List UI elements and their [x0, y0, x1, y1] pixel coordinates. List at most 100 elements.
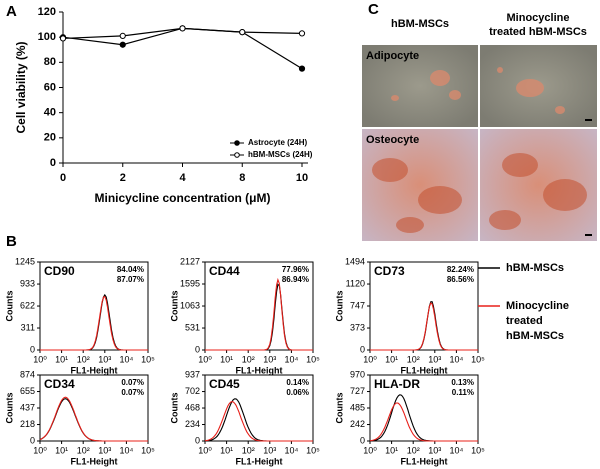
y-axis-title: Counts [169, 291, 179, 322]
series-line [62, 27, 303, 70]
x-tick-label: 10⁰ [363, 445, 377, 455]
legend-marker [234, 152, 240, 158]
x-tick-label: 10⁵ [306, 445, 320, 455]
row-label: Osteocyte [366, 134, 419, 146]
y-axis-title: Counts [169, 393, 179, 424]
x-tick-label: 10² [407, 354, 420, 364]
stain-spots [391, 67, 565, 114]
panel-letter: A [6, 3, 17, 20]
y-axis-title: Counts [4, 393, 14, 424]
column-label: Minocycline [507, 12, 570, 24]
histogram-curve [370, 302, 478, 351]
y-tick-label: 0 [360, 435, 365, 445]
y-tick-label: 0 [30, 344, 35, 354]
histogram-curve [39, 396, 148, 442]
y-tick-label: 702 [185, 386, 200, 396]
percent: 0.13% [451, 378, 474, 387]
x-axis-title: FL1-Height [71, 456, 118, 466]
x-tick-label: 10¹ [385, 354, 398, 364]
x-tick-label: 10⁰ [363, 354, 377, 364]
y-tick-label: 0 [195, 435, 200, 445]
x-axis-title: Minicycline concentration (μM) [94, 191, 270, 205]
y-axis-title: Counts [4, 291, 14, 322]
legend-marker [234, 140, 240, 146]
x-tick-label: 8 [239, 172, 245, 184]
y-tick-label: 0 [30, 435, 35, 445]
x-axis-title: FL1-Height [236, 365, 283, 375]
x-tick-label: 10³ [98, 445, 111, 455]
y-tick-label: 218 [20, 419, 35, 429]
x-tick-label: 10 [296, 172, 308, 184]
panel-letter: B [6, 233, 17, 250]
marker-name: CD34 [44, 377, 75, 391]
y-tick-label: 0 [360, 344, 365, 354]
x-tick-label: 10⁴ [284, 445, 298, 455]
x-tick-label: 10¹ [55, 445, 68, 455]
x-axis-title: FL1-Height [71, 365, 118, 375]
y-tick-label: 20 [44, 132, 56, 144]
y-tick-label: 234 [185, 419, 200, 429]
x-tick-label: 10² [242, 354, 255, 364]
legend-label: hBM-MSCs [506, 330, 564, 342]
y-tick-label: 80 [44, 56, 56, 68]
y-tick-label: 937 [185, 369, 200, 379]
point [119, 41, 126, 48]
photo [362, 45, 478, 127]
point [119, 32, 126, 40]
percent: 0.06% [286, 388, 309, 397]
percent: 0.11% [452, 388, 474, 397]
x-tick-label: 10¹ [220, 354, 233, 364]
histogram-curve [369, 402, 478, 442]
x-tick-label: 10⁴ [119, 354, 133, 364]
y-axis-title: Cell viability (%) [14, 41, 28, 133]
x-tick-label: 10² [77, 445, 90, 455]
x-tick-label: 10³ [428, 354, 441, 364]
point [239, 29, 246, 36]
y-tick-label: 0 [50, 157, 56, 169]
y-tick-label: 100 [38, 31, 56, 43]
y-tick-label: 120 [38, 6, 56, 18]
histogram-curve [39, 398, 148, 442]
y-tick-label: 874 [20, 369, 35, 379]
histogram-curve [369, 394, 478, 442]
y-tick-label: 437 [20, 402, 35, 412]
x-tick-label: 10⁵ [141, 445, 155, 455]
x-tick-label: 10³ [98, 354, 111, 364]
x-tick-label: 0 [60, 172, 66, 184]
marker-name: CD44 [209, 264, 240, 278]
marker-name: CD90 [44, 264, 75, 278]
panel-letter: C [368, 1, 379, 18]
x-tick-label: 10⁰ [33, 354, 47, 364]
x-tick-label: 10⁵ [141, 354, 155, 364]
histogram-curve [204, 398, 313, 442]
y-tick-label: 485 [350, 402, 365, 412]
marker-name: CD45 [209, 377, 240, 391]
percent: 0.07% [121, 378, 144, 387]
y-tick-label: 311 [21, 322, 35, 332]
y-tick-label: 373 [350, 322, 365, 332]
y-tick-label: 40 [44, 107, 56, 119]
y-axis-title: Counts [334, 291, 344, 322]
y-axis-title: Counts [334, 393, 344, 424]
y-tick-label: 468 [185, 402, 200, 412]
x-tick-label: 4 [179, 172, 186, 184]
x-tick-label: 10² [77, 354, 90, 364]
y-tick-label: 622 [20, 300, 35, 310]
x-axis-title: FL1-Height [401, 456, 448, 466]
legend-label: Astrocyte (24H) [248, 138, 307, 147]
x-tick-label: 10² [242, 445, 255, 455]
legend-label: Minocycline [506, 300, 569, 312]
x-tick-label: 10⁰ [198, 445, 212, 455]
marker-name: HLA-DR [374, 377, 420, 391]
x-tick-label: 10⁵ [471, 354, 485, 364]
percent: 87.07% [117, 275, 144, 284]
percent: 86.56% [447, 275, 474, 284]
y-tick-label: 727 [350, 386, 365, 396]
y-tick-label: 1245 [15, 256, 35, 266]
x-tick-label: 2 [120, 172, 126, 184]
y-tick-label: 1063 [180, 300, 200, 310]
point [298, 65, 306, 72]
x-axis-title: FL1-Height [401, 365, 448, 375]
y-tick-label: 531 [185, 322, 200, 332]
